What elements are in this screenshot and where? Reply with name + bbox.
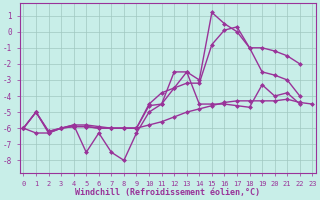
X-axis label: Windchill (Refroidissement éolien,°C): Windchill (Refroidissement éolien,°C) [76,188,260,197]
